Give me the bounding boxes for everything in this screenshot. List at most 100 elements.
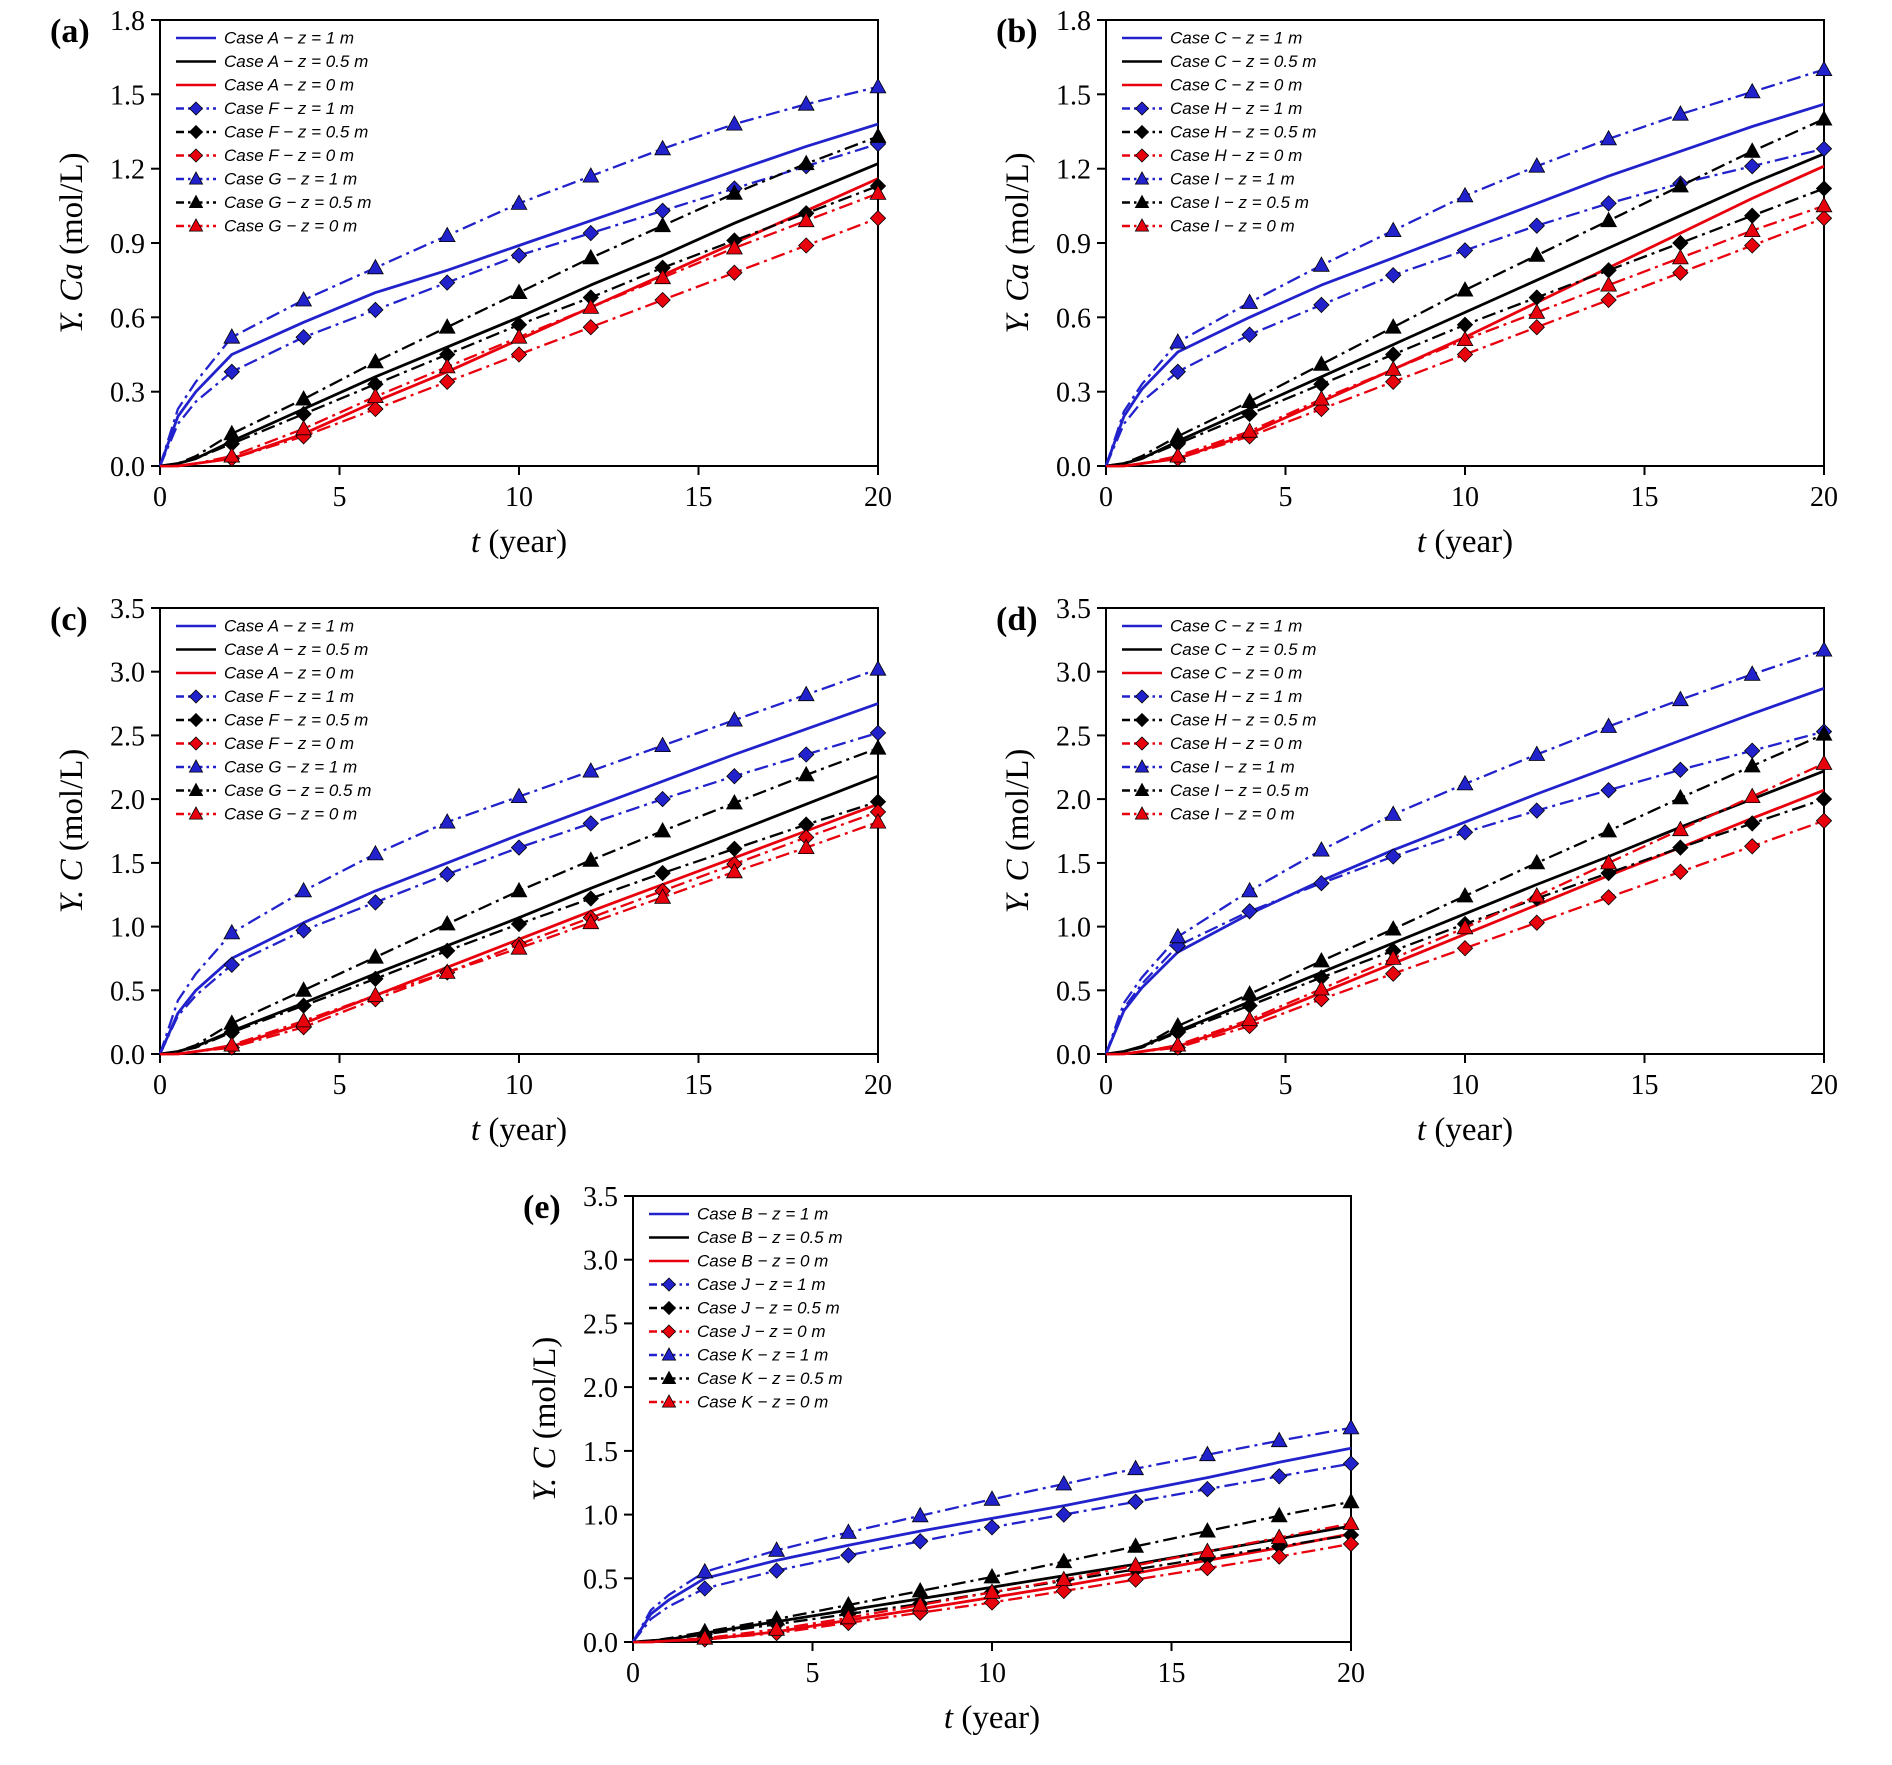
triangle-marker [725, 862, 743, 879]
triangle-marker [1600, 853, 1618, 870]
triangle-marker [1815, 60, 1833, 76]
triangle-marker [725, 238, 743, 255]
panel-e: (e) 0 5 10 15 20 0.0 0.5 1.0 1.5 2.0 2.5 3.0 3.5 t (ye… [0, 1176, 1892, 1764]
diamond-marker [696, 1580, 713, 1597]
x-tick-label: 15 [685, 482, 713, 513]
legend-label: Case H − z = 0 m [1170, 146, 1302, 165]
legend-label: Case C − z = 1 m [1170, 29, 1302, 48]
y-tick-label: 2.0 [583, 1373, 618, 1404]
diamond-marker [1528, 802, 1545, 819]
x-tick-label: 10 [978, 1658, 1006, 1689]
y-tick-label: 0.5 [583, 1564, 618, 1595]
diamond-marker [1744, 815, 1761, 832]
diamond-marker [869, 210, 887, 227]
legend-label: Case G − z = 1 m [224, 170, 357, 189]
triangle-marker [1312, 355, 1330, 371]
diamond-marker [1342, 1535, 1360, 1553]
diamond-marker [726, 264, 743, 281]
triangle-marker [438, 813, 456, 829]
y-tick-label: 1.2 [110, 155, 145, 186]
diamond-marker [367, 400, 384, 418]
diamond-marker [1528, 319, 1545, 336]
triangle-marker [1743, 787, 1761, 803]
triangle-marker [1384, 221, 1402, 237]
triangle-marker [1127, 1556, 1145, 1572]
y-tick-label: 1.0 [110, 913, 145, 944]
y-tick-label: 0.0 [1056, 1040, 1091, 1071]
triangle-marker [1671, 820, 1689, 837]
diamond-marker [1241, 326, 1258, 343]
y-tick-label: 1.5 [583, 1437, 618, 1468]
x-tick-label: 0 [153, 1070, 167, 1101]
x-tick-label: 20 [864, 1070, 892, 1101]
diamond-marker [1456, 316, 1474, 333]
triangle-marker [1134, 782, 1150, 796]
diamond-marker [295, 329, 312, 346]
diamond-marker [439, 274, 456, 291]
triangle-marker [839, 1523, 857, 1539]
triangle-marker [1384, 949, 1402, 965]
legend-label: Case K − z = 0 m [697, 1393, 828, 1412]
triangle-marker [582, 248, 600, 265]
triangle-marker [768, 1620, 786, 1636]
series-line-a-7 [159, 135, 879, 468]
triangle-marker [1600, 717, 1618, 733]
legend-label: Case K − z = 1 m [697, 1346, 828, 1365]
triangle-marker [1528, 886, 1546, 903]
panel-b: (b) 0 5 10 15 20 0.0 0.3 0.6 0.9 1.2 1.5 1.8 t (year)… [946, 0, 1892, 588]
x-tick-label: 10 [1451, 482, 1479, 513]
diamond-marker [1199, 1559, 1216, 1577]
y-tick-label: 0.5 [110, 976, 145, 1007]
chart-svg-e: (e) 0 5 10 15 20 0.0 0.5 1.0 1.5 2.0 2.5 3.0 3.5 t (ye… [523, 1182, 1365, 1736]
x-tick-label: 20 [1810, 1070, 1838, 1101]
triangle-marker [582, 913, 600, 930]
triangle-marker [1169, 927, 1187, 944]
diamond-marker [983, 1519, 1001, 1536]
triangle-marker [438, 357, 456, 374]
x-tick-label: 20 [1337, 1658, 1365, 1689]
triangle-marker [295, 1011, 313, 1028]
triangle-marker [1743, 221, 1761, 237]
diamond-marker [1134, 712, 1150, 728]
diamond-marker [1313, 875, 1330, 892]
triangle-marker [295, 881, 313, 898]
diamond-marker [726, 768, 743, 785]
triangle-marker [1169, 447, 1187, 463]
triangle-marker [188, 759, 204, 773]
legend-label: Case G − z = 0.5 m [224, 193, 371, 212]
diamond-marker [1199, 1480, 1216, 1498]
diamond-marker [188, 712, 204, 728]
triangle-marker [1671, 105, 1689, 121]
triangle-marker [1169, 1016, 1187, 1033]
triangle-marker [1600, 129, 1618, 146]
diamond-marker [768, 1562, 785, 1579]
diamond-marker [1528, 289, 1545, 306]
diamond-marker [840, 1547, 857, 1564]
panel-a: (a) 0 5 10 15 20 0.0 0.3 0.6 0.9 1.2 1.5 1.8 t (year)… [0, 0, 946, 588]
triangle-marker [366, 948, 384, 964]
triangle-marker [510, 194, 528, 210]
y-tick-label: 1.5 [110, 80, 145, 111]
triangle-marker [1134, 806, 1150, 820]
diamond-marker [1815, 180, 1833, 197]
triangle-marker [661, 1394, 677, 1408]
y-tick-label: 1.5 [110, 849, 145, 880]
diamond-marker [1385, 346, 1402, 363]
x-tick-label: 5 [333, 482, 347, 513]
diamond-marker [661, 1300, 677, 1316]
y-axis-label: Y. Ca (mol/L) [54, 152, 90, 333]
triangle-marker [188, 218, 204, 232]
y-tick-label: 2.5 [110, 721, 145, 752]
x-tick-label: 0 [1099, 1070, 1113, 1101]
diamond-marker [983, 1594, 1001, 1611]
triangle-marker [1127, 1459, 1145, 1476]
triangle-marker [661, 1370, 677, 1384]
diamond-marker [654, 202, 671, 219]
triangle-marker [1312, 390, 1330, 406]
x-axis-label: t (year) [1417, 524, 1513, 560]
y-tick-label: 3.5 [583, 1182, 618, 1213]
y-tick-label: 3.0 [1056, 658, 1091, 689]
triangle-marker [510, 939, 528, 955]
triangle-marker [1815, 110, 1833, 126]
triangle-marker [366, 258, 384, 275]
